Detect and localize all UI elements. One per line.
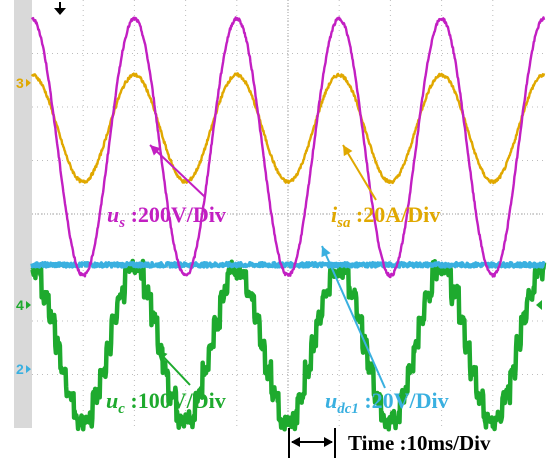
trace-u-s — [30, 16, 546, 279]
time-arrow-right-icon — [324, 437, 333, 447]
label-us: us :200V/Div — [107, 202, 226, 231]
time-scale-label: Time :10ms/Div — [348, 431, 491, 455]
label-udc1: udc1 :20V/Div — [325, 388, 449, 417]
channel-marker-arrow-icon — [26, 300, 31, 309]
marker-strip — [14, 0, 32, 428]
channel-marker-label: 2 — [16, 361, 24, 377]
channel-marker-arrow-icon — [26, 78, 31, 87]
time-arrow-left-icon — [291, 437, 300, 447]
arrow-us — [149, 144, 206, 198]
arrow-udc1-head — [321, 246, 331, 258]
channel-marker-right-icon — [536, 299, 542, 310]
arrow-isa — [342, 144, 377, 201]
arrow-isa-head — [343, 145, 353, 157]
arrow-us-head — [150, 145, 161, 156]
channel-marker-label: 4 — [16, 297, 24, 313]
channel-marker-label: 3 — [16, 75, 24, 91]
arrow-uc-head — [157, 350, 168, 361]
left-margin — [0, 0, 14, 470]
trace-u-c — [30, 258, 547, 432]
annotations: us :200V/Div isa :20A/Div uc :100V/Div udc1… — [106, 144, 491, 458]
channel-markers: 3 4 2 — [16, 2, 542, 377]
trigger-marker-icon — [54, 2, 66, 15]
trace-u-dc1 — [30, 260, 546, 269]
traces — [30, 16, 547, 432]
label-uc: uc :100V/Div — [106, 388, 226, 417]
channel-marker-arrow-icon — [26, 365, 31, 374]
trace-i-sa — [30, 72, 546, 185]
label-isa: isa :20A/Div — [331, 202, 440, 231]
arrow-udc1 — [321, 245, 386, 389]
